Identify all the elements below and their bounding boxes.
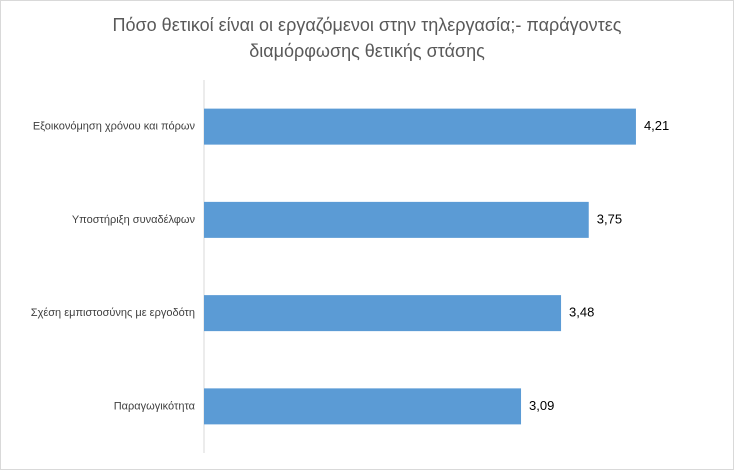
y-tick-label: Υποστήριξη συναδέλφων bbox=[72, 214, 196, 226]
data-label: 3,75 bbox=[597, 211, 622, 226]
data-label: 3,48 bbox=[569, 305, 594, 320]
bar bbox=[204, 388, 522, 425]
y-tick-label: Παραγωγικότητα bbox=[114, 400, 196, 412]
data-label: 3,09 bbox=[529, 398, 554, 413]
bar bbox=[204, 108, 636, 145]
y-tick-label: Σχέση εμπιστοσύνης με εργοδότη bbox=[31, 307, 195, 319]
bar bbox=[204, 295, 562, 332]
chart-title: Πόσο θετικοί είναι οι εργαζόμενοι στην τ… bbox=[113, 15, 622, 35]
y-tick-label: Εξοικονόμηση χρόνου και πόρων bbox=[33, 121, 196, 133]
bar bbox=[204, 201, 589, 238]
data-label: 4,21 bbox=[644, 118, 669, 133]
chart-title: διαμόρφωσης θετικής στάσης bbox=[249, 41, 485, 61]
